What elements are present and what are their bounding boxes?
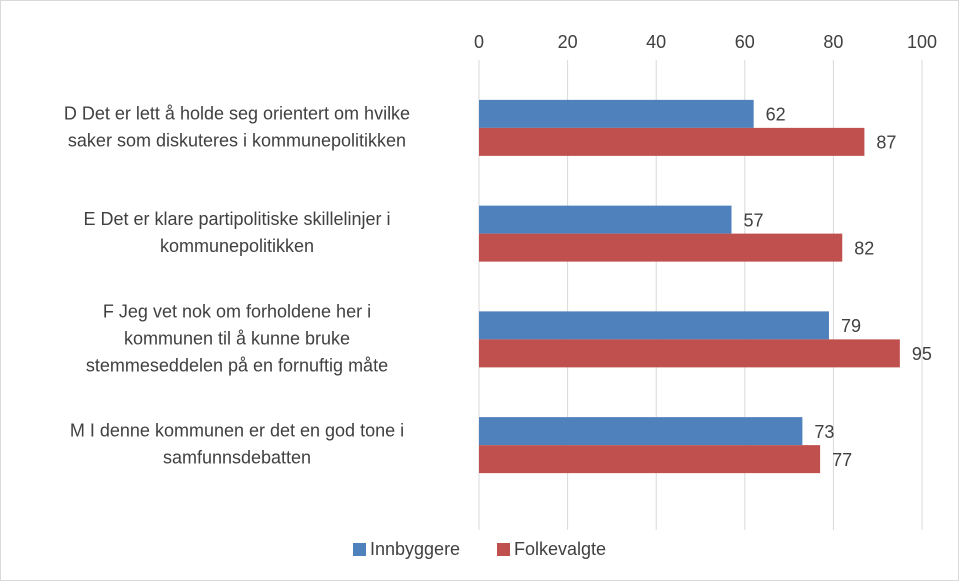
x-tick-label: 100 (907, 32, 937, 52)
data-label: 82 (854, 238, 874, 258)
x-tick-label: 40 (646, 32, 666, 52)
x-tick-label: 80 (823, 32, 843, 52)
data-label: 95 (912, 344, 932, 364)
bar (479, 339, 900, 368)
category-label: E Det er klare partipolitiske skillelinj… (83, 209, 390, 256)
data-label: 62 (766, 105, 786, 125)
category-label-line: F Jeg vet nok om forholdene her i (103, 301, 371, 321)
data-label: 77 (832, 450, 852, 470)
bar (479, 445, 821, 474)
category-label: F Jeg vet nok om forholdene her i kommune… (86, 301, 388, 375)
bar (479, 205, 732, 234)
bar (479, 127, 865, 156)
data-label: 73 (814, 422, 834, 442)
bar (479, 417, 803, 446)
category-label-line: stemmeseddelen på en fornuftig måte (86, 355, 388, 375)
bar (479, 99, 754, 128)
category-label-line: saker som diskuteres i kommunepolitikken (68, 130, 406, 150)
category-label: M I denne kommunen er det en god tone i s… (70, 420, 404, 467)
category-label-line: M I denne kommunen er det en god tone i (70, 420, 404, 440)
category-label-line: kommunen til å kunne bruke (124, 328, 350, 348)
bar (479, 311, 829, 340)
data-label: 79 (841, 316, 861, 336)
category-label-line: kommunepolitikken (160, 236, 314, 256)
category-label-line: D Det er lett å holde seg orientert om h… (64, 103, 410, 123)
x-tick-label: 60 (735, 32, 755, 52)
bar (479, 233, 843, 262)
legend-swatch (353, 543, 366, 556)
data-label: 57 (744, 210, 764, 230)
category-label: D Det er lett å holde seg orientert om h… (64, 103, 410, 150)
legend-label: Innbyggere (370, 539, 460, 559)
category-label-line: E Det er klare partipolitiske skillelinj… (83, 209, 390, 229)
category-label-line: samfunnsdebatten (163, 447, 311, 467)
x-tick-label: 0 (474, 32, 484, 52)
data-label: 87 (876, 133, 896, 153)
legend-swatch (497, 543, 510, 556)
legend-label: Folkevalgte (514, 539, 606, 559)
x-tick-label: 20 (558, 32, 578, 52)
